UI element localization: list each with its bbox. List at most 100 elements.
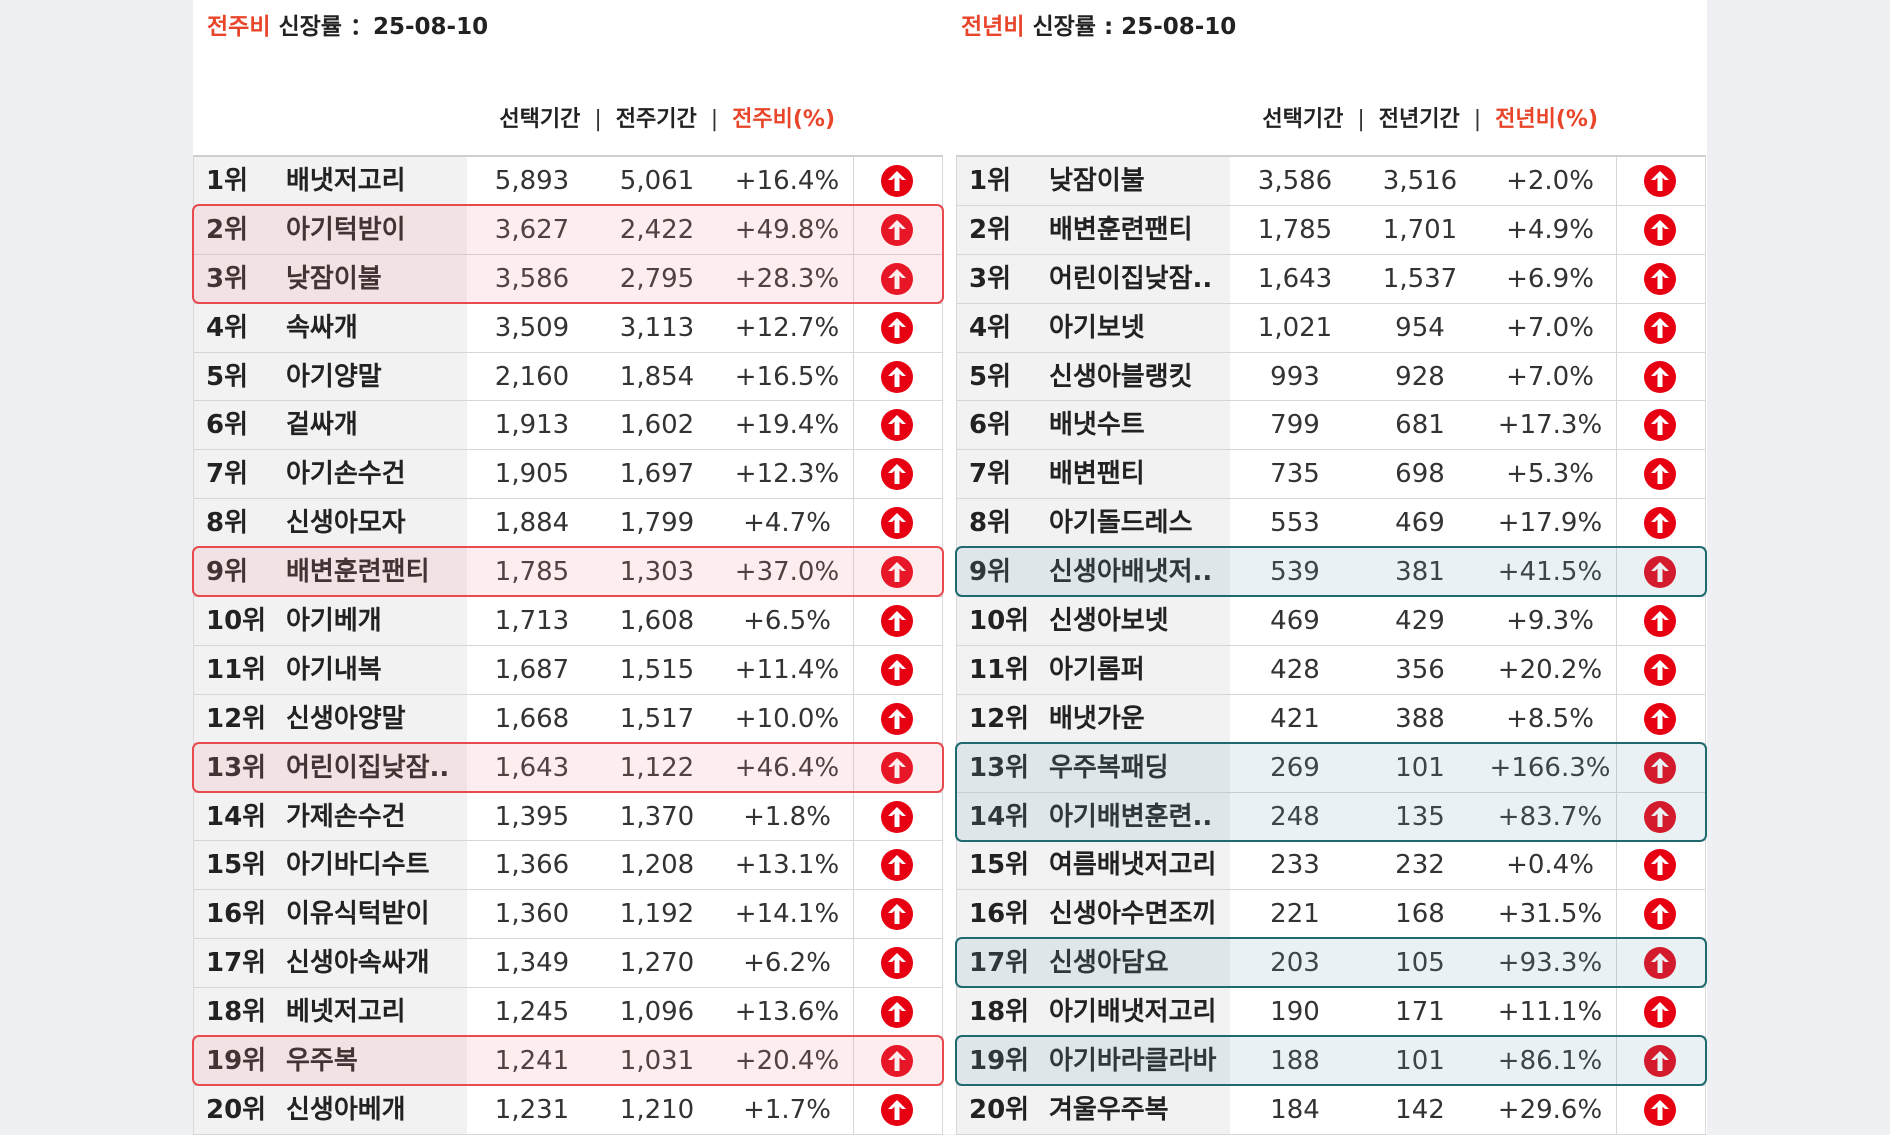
trend-cell — [853, 597, 943, 645]
rank-name-cell: 4위 속싸개 — [194, 303, 467, 352]
product-name: 배냇저고리 — [286, 166, 406, 196]
arrow-up-icon — [1644, 605, 1676, 638]
growth-ratio-value: +4.7% — [743, 508, 831, 539]
selected-period-value: 469 — [1270, 606, 1320, 637]
rank-label: 8위 — [969, 508, 1012, 539]
table-row: 19위 우주복 1,241 1,031 +20.4% — [194, 1037, 942, 1086]
compare-period-value: 1,096 — [619, 997, 695, 1028]
compare-period-value: 469 — [1395, 508, 1445, 539]
compare-period-value: 1,608 — [619, 606, 695, 637]
table-row: 4위 속싸개 3,509 3,113 +12.7% — [194, 303, 942, 353]
rank-label: 18위 — [969, 997, 1030, 1028]
rank-name-cell: 13위 어린이집낮잠.. — [194, 743, 467, 792]
rank-name-cell: 17위 신생아속싸개 — [194, 939, 467, 988]
table-row: 14위 아기배변훈련.. 248 135 +83.7% — [957, 792, 1705, 842]
product-name: 아기손수건 — [286, 459, 406, 490]
compare-period-value: 101 — [1395, 1046, 1445, 1077]
table-row: 20위 신생아베개 1,231 1,210 +1.7% — [194, 1085, 942, 1135]
trend-cell — [1616, 205, 1706, 254]
rank-label: 13위 — [969, 752, 1030, 783]
selected-period-value: 1,395 — [494, 801, 570, 832]
growth-ratio-value: +29.6% — [1497, 1094, 1603, 1125]
growth-ratio-value: +11.1% — [1497, 997, 1603, 1028]
rank-label: 19위 — [206, 1046, 267, 1077]
compare-period-value: 698 — [1395, 459, 1445, 490]
trend-cell — [1616, 597, 1706, 645]
compare-period-value: 681 — [1395, 410, 1445, 441]
rank-name-cell: 1위 낮잠이불 — [957, 157, 1230, 205]
selected-period-value: 1,349 — [494, 948, 570, 979]
compare-period-value: 429 — [1395, 606, 1445, 637]
product-name: 배냇수트 — [1049, 410, 1145, 441]
selected-period-value: 1,687 — [494, 654, 570, 685]
rank-label: 15위 — [969, 850, 1030, 881]
rank-name-cell: 11위 아기내복 — [194, 645, 467, 694]
table-row: 12위 배냇가운 421 388 +8.5% — [957, 694, 1706, 744]
growth-ratio-value: +13.6% — [734, 997, 840, 1028]
arrow-up-icon — [1644, 800, 1676, 833]
trend-cell — [1616, 694, 1706, 743]
rank-label: 1위 — [969, 166, 1012, 196]
selected-period-value: 248 — [1270, 801, 1320, 832]
product-name: 배변훈련팬티 — [286, 557, 430, 588]
compare-period-value: 1,697 — [619, 459, 695, 490]
rank-label: 2위 — [206, 214, 249, 245]
header-separator: | — [1473, 107, 1482, 132]
trend-cell — [1616, 645, 1706, 694]
compare-period-value: 2,422 — [619, 214, 695, 245]
growth-ratio-value: +20.4% — [734, 1046, 840, 1077]
rank-label: 10위 — [206, 606, 267, 637]
selected-period-value: 1,643 — [494, 752, 570, 783]
col-previous-week: 전주기간 — [615, 107, 697, 132]
growth-ratio-value: +13.1% — [734, 850, 840, 881]
compare-period-value: 5,061 — [619, 166, 695, 196]
trend-cell — [1616, 548, 1706, 597]
product-name: 아기배냇저고리 — [1049, 997, 1217, 1028]
selected-period-value: 221 — [1270, 899, 1320, 930]
arrow-up-icon — [1644, 1045, 1676, 1078]
rank-name-cell: 16위 이유식턱받이 — [194, 890, 467, 939]
arrow-up-icon — [881, 1093, 913, 1126]
selected-period-value: 1,785 — [1257, 214, 1333, 245]
rank-name-cell: 9위 신생아배냇저.. — [957, 548, 1230, 597]
rank-name-cell: 2위 배변훈련팬티 — [957, 205, 1230, 254]
arrow-up-icon — [1644, 996, 1676, 1029]
arrow-up-icon — [881, 360, 913, 393]
arrow-up-icon — [881, 213, 913, 246]
table-row: 6위 배냇수트 799 681 +17.3% — [957, 401, 1705, 451]
selected-period-value: 1,785 — [494, 557, 570, 588]
trend-cell — [1616, 499, 1706, 548]
arrow-up-icon — [881, 409, 913, 442]
arrow-up-icon — [1644, 556, 1676, 589]
yearly-title-rest: 신장률 : 25-08-10 — [1024, 14, 1237, 40]
product-name: 배변팬티 — [1049, 459, 1145, 490]
selected-period-value: 553 — [1270, 508, 1320, 539]
trend-cell — [1616, 450, 1706, 499]
product-name: 낮잠이불 — [1049, 166, 1145, 196]
table-row: 10위 신생아보넷 469 429 +9.3% — [957, 597, 1705, 646]
rank-label: 15위 — [206, 850, 267, 881]
trend-cell — [1616, 352, 1706, 401]
arrow-up-icon — [1644, 458, 1676, 491]
product-name: 신생아배냇저.. — [1049, 557, 1213, 588]
trend-cell — [853, 645, 943, 694]
trend-cell — [1616, 939, 1706, 988]
rank-name-cell: 15위 아기바디수트 — [194, 841, 467, 890]
table-row: 14위 가제손수건 1,395 1,370 +1.8% — [194, 792, 942, 842]
product-name: 이유식턱받이 — [286, 899, 430, 930]
rank-label: 17위 — [206, 948, 267, 979]
trend-cell — [853, 548, 943, 597]
trend-cell — [853, 890, 943, 939]
table-row: 15위 여름배냇저고리 233 232 +0.4% — [957, 841, 1705, 891]
rank-label: 3위 — [969, 263, 1012, 294]
rank-name-cell: 7위 아기손수건 — [194, 450, 467, 499]
rank-label: 14위 — [206, 801, 267, 832]
table-row: 3위 어린이집낮잠.. 1,643 1,537 +6.9% — [957, 254, 1705, 304]
growth-ratio-value: +14.1% — [734, 899, 840, 930]
table-row: 18위 아기배냇저고리 190 171 +11.1% — [957, 988, 1705, 1038]
growth-ratio-value: +37.0% — [734, 557, 840, 588]
growth-ratio-value: +31.5% — [1497, 899, 1603, 930]
weekly-title-accent: 전주비 — [207, 14, 271, 40]
product-name: 아기바라클라바 — [1049, 1046, 1217, 1077]
arrow-up-icon — [1644, 311, 1676, 344]
